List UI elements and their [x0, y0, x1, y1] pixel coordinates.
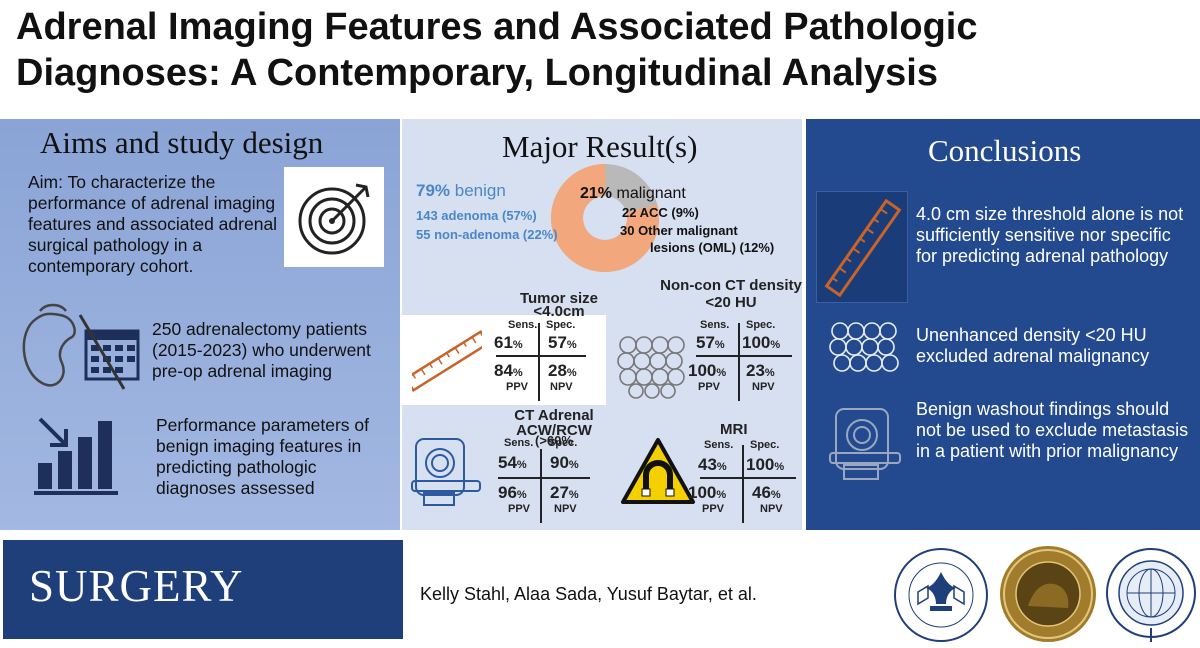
washout-title-3: (>60%: [535, 433, 573, 448]
non-adenoma-count: 55 non-adenoma (22%): [416, 227, 558, 242]
washout-ppv-value: 96%: [498, 483, 527, 502]
mri-ppv-value: 100%: [688, 483, 727, 502]
target-icon: [284, 167, 384, 267]
central-surgical-association-seal: [1000, 546, 1096, 642]
conclusion-2: Unenhanced density <20 HU excluded adren…: [916, 325, 1150, 366]
ct-title-2: <20 HU: [705, 294, 757, 311]
mri-stats: Sens. Spec. 43% 100% 100% 46% PPV NPV: [688, 439, 802, 527]
ct-title-1: Non-con CT density: [660, 277, 802, 294]
donut-benign-slice: [551, 164, 659, 272]
tumor-ppv-label: PPV: [506, 381, 529, 393]
conclusions-panel: Conclusions 4.0 cm size threshold alone …: [806, 119, 1200, 530]
ct-stats: Sens. Spec. 57% 100% 100% 23% PPV NPV: [688, 319, 798, 405]
tumor-ppv-value: 84%: [494, 361, 523, 380]
tumor-stats: Sens. Spec. 61% 57% 84% 28% PPV NPV: [492, 319, 592, 405]
performance-text: Performance parameters of benign imaging…: [156, 415, 370, 498]
washout-spec-label: Spec.: [548, 437, 578, 449]
adenoma-count: 143 adenoma (57%): [416, 208, 537, 223]
mri-title: MRI: [720, 421, 748, 438]
washout-ppv-label: PPV: [508, 503, 531, 515]
tumor-title: Tumor size <4.0cm: [504, 290, 614, 320]
oml-line-1: 30 Other malignant: [620, 223, 738, 238]
tumor-spec-value: 57%: [548, 333, 577, 352]
malignant-label: 21% malignant: [580, 185, 686, 203]
density-conclusion-icon: [829, 322, 899, 372]
title-line-1: Adrenal Imaging Features and Associated …: [16, 6, 978, 48]
conclusion-1: 4.0 cm size threshold alone is not suffi…: [916, 204, 1184, 266]
ct-ppv-value: 100%: [688, 361, 727, 380]
washout-sens-label: Sens.: [504, 437, 534, 449]
society-university-surgeons-seal: [894, 548, 988, 642]
american-association-endocrine-surgeons-seal: [1106, 548, 1196, 642]
washout-sens-value: 54%: [498, 453, 527, 472]
ruler-icon: [412, 330, 482, 392]
washout-npv-label: NPV: [554, 503, 577, 515]
magnet-warning-icon: [621, 438, 695, 504]
washout-stats: Sens. Spec. 54% 90% 96% 27% PPV NPV: [494, 437, 598, 527]
ct-spec-label: Spec.: [746, 319, 776, 331]
mri-npv-label: NPV: [760, 503, 783, 515]
ct-npv-value: 23%: [746, 361, 775, 380]
scanner-conclusion-icon: [829, 408, 901, 480]
washout-title-1: CT Adrenal: [514, 407, 594, 424]
acc-count: 22 ACC (9%): [622, 205, 699, 220]
mri-spec-value: 100%: [746, 455, 785, 474]
washout-spec-value: 90%: [550, 453, 579, 472]
ct-npv-label: NPV: [752, 381, 775, 393]
mri-sens-label: Sens.: [704, 439, 734, 451]
aim-text: Aim: To characterize the performance of …: [28, 172, 278, 276]
ct-sens-label: Sens.: [700, 319, 730, 331]
title-line-2: Diagnoses: A Contemporary, Longitudinal …: [16, 52, 938, 94]
tumor-npv-label: NPV: [550, 381, 573, 393]
tumor-spec-label: Spec.: [546, 319, 576, 331]
results-heading: Major Result(s): [502, 129, 698, 164]
mri-npv-value: 46%: [752, 483, 781, 502]
benign-word: benign: [454, 181, 506, 200]
washout-npv-value: 27%: [550, 483, 579, 502]
washout-title: CT Adrenal ACW/RCW (>60%: [494, 407, 614, 448]
mri-ppv-label: PPV: [702, 503, 725, 515]
kidney-calendar-icon: [16, 301, 144, 393]
malignant-word: malignant: [616, 185, 686, 202]
washout-title-2: ACW/RCW: [516, 422, 592, 439]
tumor-sens-value: 61%: [494, 333, 523, 352]
ct-title: Non-con CT density <20 HU: [646, 277, 816, 311]
ct-ppv-label: PPV: [698, 381, 721, 393]
bar-chart-icon: [34, 413, 126, 497]
aims-heading: Aims and study design: [40, 125, 324, 160]
benign-malignant-donut: [551, 164, 659, 272]
tumor-title-1: Tumor size: [519, 290, 599, 307]
mri-spec-label: Spec.: [750, 439, 780, 451]
conclusions-heading: Conclusions: [928, 133, 1082, 168]
malignant-percent: 21%: [580, 185, 613, 202]
benign-percent: 79%: [416, 181, 451, 200]
tumor-title-2: <4.0cm: [533, 303, 585, 320]
journal-logo: SURGERY: [3, 540, 403, 639]
conclusion-3: Benign washout findings should not be us…: [916, 399, 1189, 461]
oml-line-2: lesions (OML) (12%): [650, 240, 775, 255]
ct-spec-value: 100%: [742, 333, 781, 352]
authors: Kelly Stahl, Alaa Sada, Yusuf Baytar, et…: [420, 584, 757, 604]
tumor-sens-label: Sens.: [508, 319, 538, 331]
ct-density-icon: [617, 336, 685, 399]
ct-scanner-icon: [411, 438, 481, 506]
results-panel: Major Result(s) 79% benign 143 adenoma (…: [402, 119, 802, 530]
tumor-npv-value: 28%: [548, 361, 577, 380]
ruler-conclusion-icon: [816, 191, 908, 303]
benign-label: 79% benign: [416, 181, 506, 201]
mri-sens-value: 43%: [698, 455, 727, 474]
aims-panel: Aims and study design Aim: To characteri…: [0, 119, 400, 530]
ct-sens-value: 57%: [696, 333, 725, 352]
patients-text: 250 adrenalectomy patients (2015-2023) w…: [152, 319, 371, 381]
page-title: Adrenal Imaging Features and Associated …: [16, 4, 1186, 96]
